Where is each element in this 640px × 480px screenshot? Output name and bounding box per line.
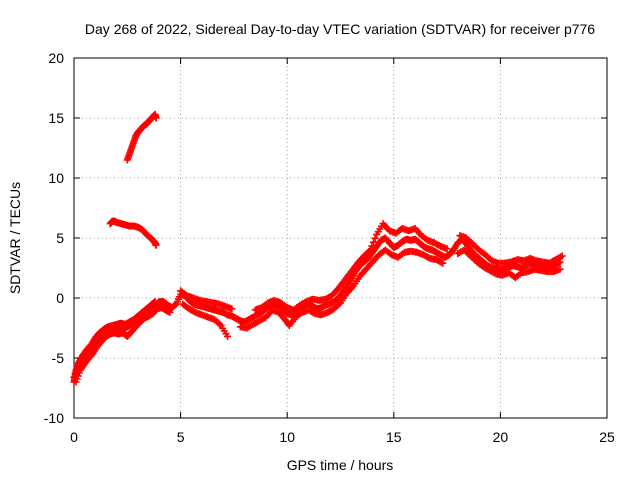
- data-point: [151, 298, 159, 306]
- x-axis-label: GPS time / hours: [287, 457, 394, 473]
- data-points: [70, 110, 566, 386]
- y-tick-label: -10: [44, 410, 64, 426]
- data-point-interp: [370, 238, 377, 246]
- data-point: [439, 259, 447, 267]
- x-tick-labels: 0 5 10 15 20 25: [70, 429, 615, 445]
- data-point-interp: [368, 242, 376, 250]
- y-tick-label: -5: [52, 350, 65, 366]
- x-tick-label: 25: [599, 429, 615, 445]
- chart-title: Day 268 of 2022, Sidereal Day-to-day VTE…: [85, 21, 595, 37]
- data-point: [166, 308, 174, 316]
- data-point: [228, 305, 236, 313]
- tick-marks: [73, 57, 608, 419]
- y-tick-label: 20: [48, 50, 64, 66]
- data-point: [556, 265, 564, 273]
- x-tick-label: 5: [177, 429, 185, 445]
- data-point-interp: [371, 234, 379, 242]
- x-tick-label: 10: [279, 429, 295, 445]
- data-point: [152, 114, 160, 122]
- y-tick-label: 10: [48, 170, 64, 186]
- x-tick-label: 15: [386, 429, 402, 445]
- data-point: [558, 252, 566, 260]
- data-point: [366, 246, 374, 254]
- data-point: [224, 332, 231, 340]
- y-tick-label: 0: [56, 290, 64, 306]
- grid-lines: [74, 58, 607, 418]
- data-point: [443, 245, 451, 253]
- y-tick-labels: -10 -5 0 5 10 15 20: [44, 50, 64, 426]
- data-point-interp: [150, 299, 158, 306]
- y-axis-label: SDTVAR / TECUs: [7, 182, 23, 294]
- data-point: [152, 241, 160, 249]
- x-tick-label: 0: [70, 429, 78, 445]
- y-tick-label: 5: [56, 230, 64, 246]
- x-tick-label: 20: [493, 429, 509, 445]
- y-tick-label: 15: [48, 110, 64, 126]
